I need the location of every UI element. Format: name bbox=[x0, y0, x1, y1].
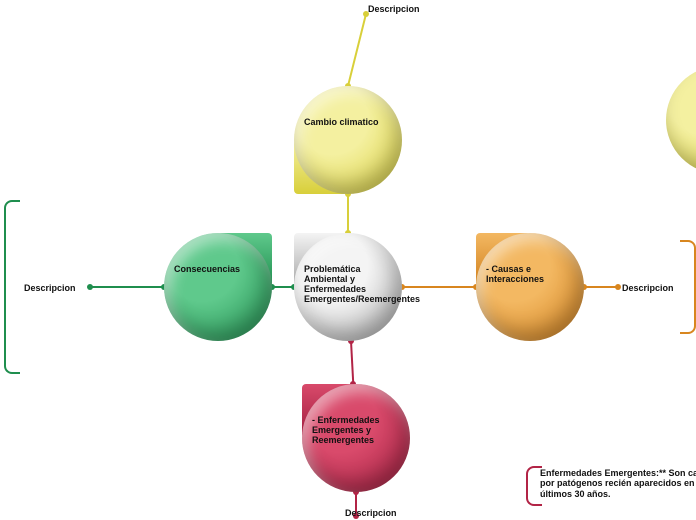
branch-node-right[interactable] bbox=[476, 233, 584, 341]
edge-dot bbox=[615, 284, 621, 290]
center-label: Problemática Ambiental y Enfermedades Em… bbox=[304, 265, 392, 305]
edge-dot bbox=[87, 284, 93, 290]
edge bbox=[350, 341, 354, 384]
branch-label-top: Cambio climatico bbox=[304, 118, 392, 128]
branch-node-left[interactable] bbox=[164, 233, 272, 341]
leaf-label-top: Descripcion bbox=[368, 4, 420, 14]
leaf-label-left: Descripcion bbox=[24, 283, 76, 293]
branch-label-left: Consecuencias bbox=[174, 265, 262, 275]
branch-label-right: - Causas e Interacciones bbox=[486, 265, 574, 285]
edge bbox=[90, 286, 164, 288]
branch-node-top[interactable] bbox=[294, 86, 402, 194]
leaf-brace-left bbox=[4, 200, 20, 374]
branch-label-bottom: - Enfermedades Emergentes y Reemergentes bbox=[312, 416, 400, 446]
leaf-label-right: Descripcion bbox=[622, 283, 674, 293]
leaf-brace-right bbox=[680, 240, 696, 334]
edge bbox=[584, 286, 618, 288]
edge bbox=[347, 14, 367, 86]
note-text: Enfermedades Emergentes:** Son capor pat… bbox=[540, 468, 696, 499]
edge bbox=[347, 194, 349, 233]
partial-node bbox=[666, 66, 696, 174]
edge bbox=[402, 286, 476, 288]
leaf-label-bottom: Descripcion bbox=[345, 508, 397, 518]
